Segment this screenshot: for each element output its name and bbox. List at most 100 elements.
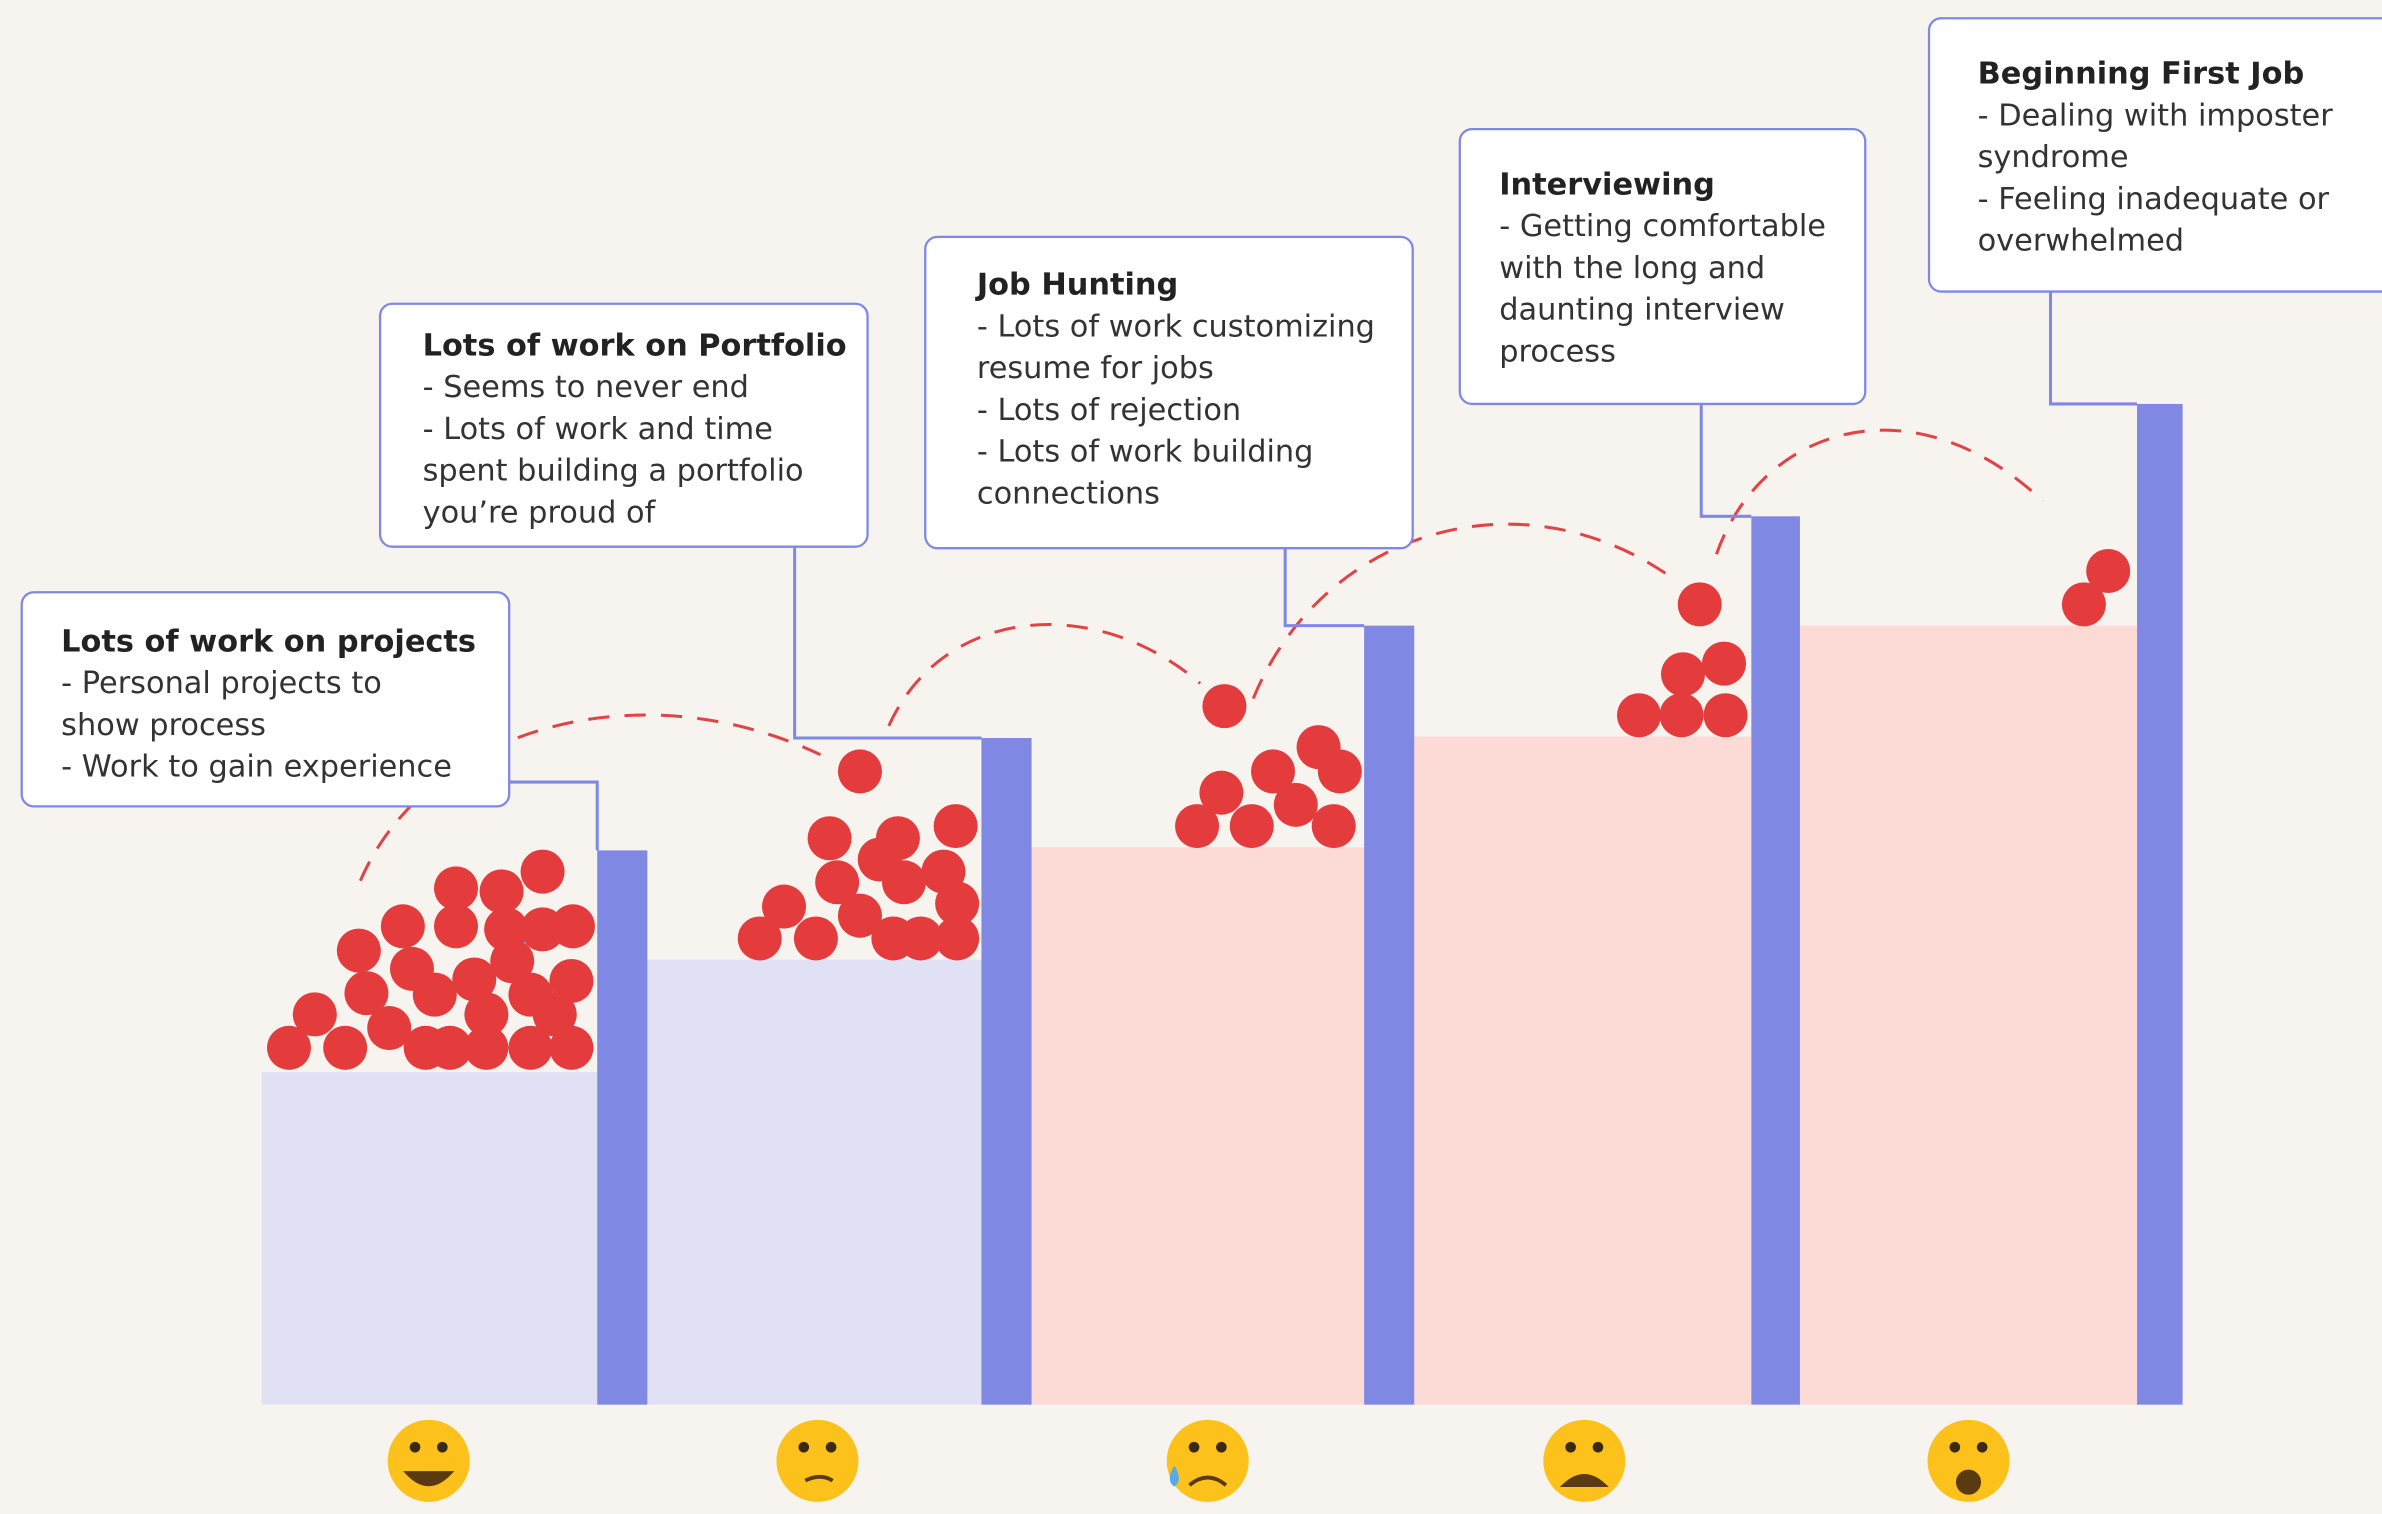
ball (1273, 782, 1318, 827)
ball (266, 1025, 311, 1070)
box-line: resume for jobs (977, 351, 1214, 386)
emoji-face (1166, 1419, 1249, 1502)
ball (881, 860, 927, 905)
eye (1216, 1441, 1227, 1453)
ball (323, 1025, 368, 1070)
step-riser (2137, 403, 2183, 1405)
box-frame (378, 302, 869, 548)
ball (935, 916, 980, 961)
ball (550, 904, 595, 949)
ball (837, 893, 882, 938)
stage-box: Lots of work on projects - Personal proje… (20, 591, 511, 808)
ball (1660, 652, 1706, 697)
ball (2061, 582, 2106, 627)
emoji-face (776, 1419, 859, 1502)
ball (367, 1006, 412, 1051)
arc (887, 623, 1202, 727)
ball (520, 849, 565, 894)
eye (1188, 1441, 1200, 1453)
box-line: show process (61, 708, 266, 743)
box-line: process (1499, 334, 1616, 369)
ball (1677, 582, 1722, 627)
connectors (509, 291, 2138, 851)
box-line: - Getting comfortable (1499, 209, 1826, 244)
arc (358, 713, 822, 882)
connector (1699, 403, 1752, 518)
ball (793, 916, 838, 961)
steps (261, 403, 2183, 1405)
ball (933, 804, 978, 849)
ball (508, 1025, 553, 1070)
ball (1199, 770, 1244, 815)
ball (336, 928, 381, 973)
step-riser (1751, 516, 1800, 1405)
box-title: Lots of work on projects (61, 624, 476, 659)
balls (266, 548, 2131, 1070)
ball (532, 992, 577, 1037)
box-line: spent building a portfolio (423, 454, 804, 489)
eye (437, 1441, 448, 1453)
stage-box: Lots of work on Portfolio - Seems to neve… (378, 302, 869, 548)
emoji-face (1543, 1419, 1626, 1502)
ball (549, 1025, 594, 1070)
box-line: - Lots of rejection (977, 393, 1241, 428)
ball (490, 939, 535, 984)
box-line: overwhelmed (1978, 224, 2184, 259)
ball (1311, 804, 1356, 849)
box-line: with the long and (1499, 251, 1765, 286)
eye (1949, 1441, 1961, 1453)
ball (1703, 693, 1748, 738)
box-line: - Seems to never end (423, 370, 749, 405)
step-block (261, 1072, 598, 1405)
step-block (1414, 736, 1752, 1405)
ball (1701, 641, 1747, 686)
ball (434, 866, 479, 911)
step-riser (981, 738, 1032, 1405)
box-line: - Lots of work customizing (977, 309, 1375, 344)
stage-box: Interviewing - Getting comfortable with th… (1458, 127, 1867, 406)
tear (1169, 1465, 1179, 1487)
ball (762, 884, 807, 929)
ball (898, 916, 943, 961)
emoji-face (387, 1419, 470, 1502)
box-line: daunting interview (1499, 293, 1785, 328)
box-line: - Work to gain experience (61, 750, 452, 785)
box-title: Beginning First Job (1978, 57, 2305, 92)
ball (479, 869, 524, 914)
ball (815, 860, 860, 905)
connector (1283, 548, 1365, 628)
step-block (647, 959, 982, 1405)
ball (1616, 693, 1661, 738)
eye (1592, 1441, 1604, 1453)
connector (509, 780, 599, 851)
box-line: - Lots of work building (977, 435, 1314, 470)
ball (837, 749, 882, 794)
face (1927, 1419, 2010, 1502)
box-line: - Dealing with imposter (1978, 98, 2334, 133)
arc (1714, 428, 2044, 555)
ball (1229, 804, 1274, 849)
emoji-face (1927, 1419, 2010, 1502)
ball (549, 958, 594, 1004)
mouth (403, 1471, 455, 1487)
ball (1202, 684, 1247, 729)
face (1543, 1419, 1626, 1502)
step-block (1031, 847, 1365, 1405)
ball (807, 816, 852, 861)
ball (412, 972, 457, 1017)
mouth (1188, 1475, 1228, 1487)
box-line: - Feeling inadequate or (1978, 182, 2330, 217)
ball (344, 971, 389, 1016)
ball (1175, 804, 1220, 849)
ball (875, 816, 920, 861)
connector (793, 546, 982, 740)
eye (1565, 1441, 1576, 1453)
ball (1250, 749, 1296, 794)
face (387, 1419, 470, 1502)
box-title: Lots of work on Portfolio (423, 328, 847, 363)
ball (434, 904, 479, 949)
arc (1251, 522, 1672, 700)
step-riser (1364, 625, 1415, 1405)
box-line: - Personal projects to (61, 666, 382, 701)
arcs (358, 428, 2044, 882)
